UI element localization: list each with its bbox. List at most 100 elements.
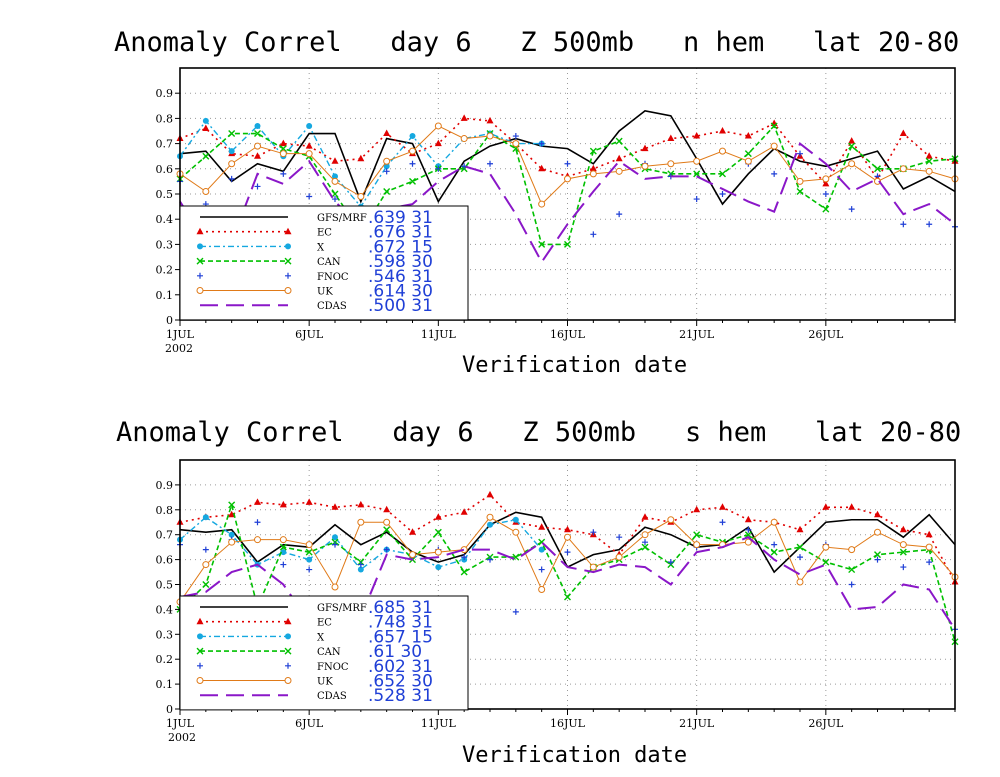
data-point: [693, 505, 701, 513]
data-point: [228, 148, 235, 155]
data-point: [228, 160, 236, 168]
data-point: [744, 132, 752, 139]
y-tick-label: 0: [166, 703, 173, 716]
data-point: [925, 543, 933, 551]
series-fnoc: [177, 133, 958, 238]
data-point: [719, 503, 726, 510]
x-axis-year-label: 2002: [168, 731, 196, 744]
data-point: [667, 516, 675, 524]
legend-marker: [196, 257, 204, 265]
data-point: [926, 221, 933, 228]
data-point: [332, 541, 338, 548]
data-point: [667, 134, 675, 142]
data-point: [744, 150, 752, 158]
data-point: [848, 503, 856, 510]
data-point: [228, 501, 236, 509]
data-point: [512, 608, 519, 615]
legend-marker: [284, 647, 292, 655]
data-point: [383, 129, 391, 137]
legend-marker: [284, 257, 292, 265]
data-point: [744, 538, 752, 546]
data-point: [306, 193, 313, 200]
x-tick-label: 1JUL: [166, 328, 195, 341]
data-point: [899, 165, 907, 173]
data-point: [331, 503, 339, 510]
legend-series-name: CDAS: [317, 691, 347, 702]
data-point: [822, 543, 830, 551]
legend-marker: [284, 617, 292, 625]
y-tick-label: 0.6: [156, 163, 174, 176]
data-point: [202, 124, 210, 131]
data-point: [202, 187, 210, 195]
data-point: [538, 566, 545, 573]
data-point: [616, 211, 623, 218]
legend-series-name: X: [317, 242, 325, 253]
data-point: [538, 200, 546, 208]
data-point: [512, 133, 519, 140]
data-point: [279, 139, 287, 147]
data-point: [487, 160, 493, 167]
data-point: [383, 168, 390, 175]
data-point: [486, 513, 494, 521]
data-point: [538, 546, 545, 553]
data-point: [538, 240, 546, 248]
data-point: [564, 593, 571, 601]
data-point: [719, 127, 726, 134]
legend-series-name: X: [317, 632, 325, 643]
data-point: [822, 558, 830, 566]
data-point: [306, 566, 313, 573]
legend-series-score: .685 31: [368, 598, 433, 618]
y-tick-label: 0.2: [156, 264, 174, 277]
data-point: [409, 160, 416, 167]
data-point: [409, 528, 416, 535]
legend-marker: [285, 272, 291, 279]
legend-marker: [196, 287, 204, 294]
data-point: [899, 541, 907, 549]
data-point: [383, 163, 390, 170]
legend-marker: [197, 662, 203, 669]
y-tick-label: 0.8: [156, 504, 174, 517]
x-tick-label: 1JUL: [166, 717, 195, 730]
data-point: [925, 530, 933, 538]
data-point: [306, 122, 313, 129]
data-point: [589, 563, 597, 571]
data-point: [434, 139, 442, 147]
data-point: [254, 122, 261, 129]
data-point: [202, 581, 210, 588]
data-point: [848, 142, 856, 150]
legend-series-score: .748 31: [368, 613, 433, 633]
data-point: [745, 526, 752, 533]
data-point: [615, 553, 623, 561]
data-point: [460, 568, 468, 576]
data-point: [383, 546, 390, 553]
series-uk: [176, 513, 959, 606]
data-point: [357, 561, 364, 568]
data-point: [254, 498, 261, 505]
data-point: [848, 566, 856, 574]
data-point: [589, 164, 597, 172]
data-point: [771, 170, 778, 177]
data-point: [383, 187, 391, 195]
series-layer: [176, 109, 959, 264]
data-point: [925, 167, 933, 175]
data-point: [461, 554, 468, 561]
legend-marker: [196, 617, 204, 625]
legend-marker: [285, 662, 291, 669]
data-point: [719, 170, 726, 178]
data-point: [383, 526, 391, 534]
data-point: [667, 559, 674, 566]
data-point: [642, 539, 648, 546]
legend-series-name: CDAS: [317, 301, 347, 312]
y-tick-label: 0.7: [156, 529, 174, 542]
data-point: [228, 531, 235, 538]
data-point: [590, 529, 597, 536]
data-point: [305, 142, 313, 149]
legend: GFS/MRF .685 31 EC .748 31 X .657 15 CAN .61 30…: [179, 595, 469, 711]
data-point: [796, 177, 804, 185]
data-point: [899, 129, 907, 137]
data-point: [796, 543, 804, 551]
data-point: [719, 147, 726, 155]
legend-series-score: .61 30: [368, 642, 422, 662]
data-point: [719, 519, 726, 526]
